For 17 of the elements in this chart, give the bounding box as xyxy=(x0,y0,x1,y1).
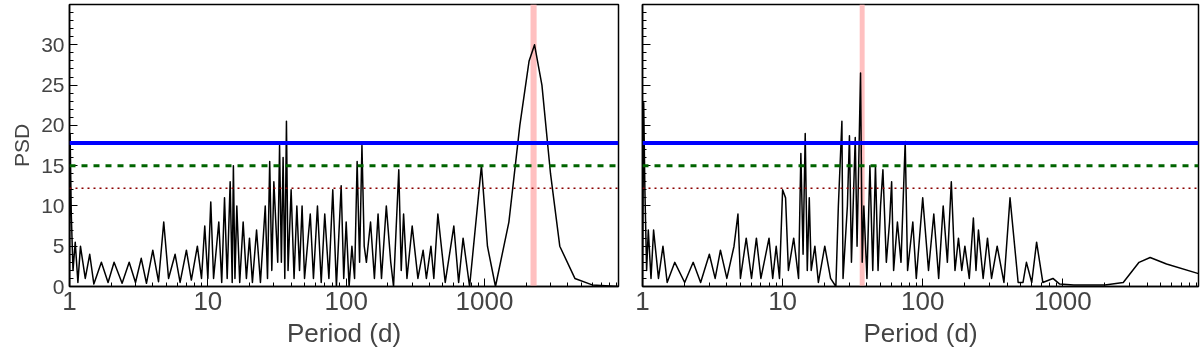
x-tick-label: 1 xyxy=(635,285,650,316)
x-tick-label: 1000 xyxy=(455,285,514,316)
x-axis-title: Period (d) xyxy=(863,317,978,348)
y-axis-title: PSD xyxy=(10,123,34,168)
x-tick-label: 100 xyxy=(324,285,368,316)
y-tick-label: 0 xyxy=(52,274,65,298)
y-tick-label: 25 xyxy=(41,73,65,97)
y-tick-label: 30 xyxy=(41,32,65,56)
x-tick-label: 10 xyxy=(193,285,223,316)
x-tick-label: 10 xyxy=(768,285,798,316)
x-tick-label: 1000 xyxy=(1033,285,1092,316)
y-tick-label: 15 xyxy=(41,153,65,177)
x-axis-title: Period (d) xyxy=(286,317,402,348)
y-tick-label: 5 xyxy=(52,234,65,258)
x-tick-label: 100 xyxy=(901,285,945,316)
y-tick-label: 10 xyxy=(41,193,65,217)
y-tick-label: 20 xyxy=(41,113,65,137)
